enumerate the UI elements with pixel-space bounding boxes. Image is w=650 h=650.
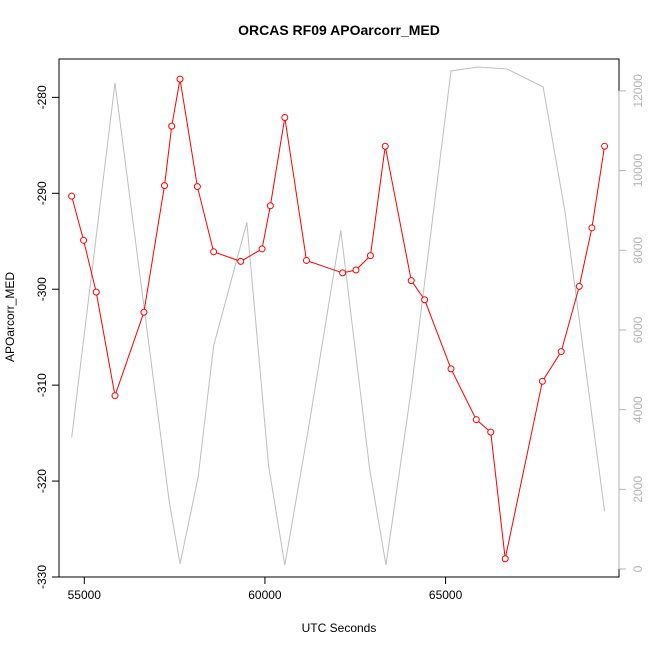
secondary-series-line: [71, 66, 606, 566]
data-point: [140, 308, 148, 316]
data-point: [160, 182, 168, 190]
y-tick-label: -330: [35, 565, 49, 589]
data-point: [168, 122, 176, 130]
data-point: [501, 555, 509, 563]
data-point: [447, 365, 455, 373]
data-point: [588, 224, 596, 232]
data-point: [258, 245, 266, 253]
x-axis: 55000 60000 65000: [68, 576, 463, 602]
data-point: [421, 296, 429, 304]
data-point: [92, 288, 100, 296]
series-layer: [68, 66, 609, 566]
x-tick-label: 60000: [248, 588, 282, 602]
plot-frame: [58, 58, 620, 578]
y-tick-label: -290: [35, 181, 49, 205]
data-point: [557, 348, 565, 356]
y-tick-label: -300: [35, 277, 49, 301]
x-tick-label: 65000: [429, 588, 463, 602]
data-point: [472, 416, 480, 424]
y-tick-label: -320: [35, 469, 49, 493]
data-point: [366, 252, 374, 260]
y2-tick-label: 0: [631, 565, 645, 572]
data-point: [487, 428, 495, 436]
y2-tick-label: 8000: [631, 237, 645, 264]
data-point: [193, 183, 201, 191]
data-point: [176, 75, 184, 83]
x-tick-label: 55000: [68, 588, 102, 602]
y2-tick-label: 12000: [631, 74, 645, 108]
chart-title: ORCAS RF09 APOarcorr_MED: [238, 22, 440, 38]
data-point: [111, 392, 119, 400]
primary-series-line: [71, 79, 606, 559]
data-point: [601, 142, 609, 150]
data-point: [302, 256, 310, 264]
y2-tick-label: 10000: [631, 154, 645, 188]
data-point: [80, 236, 88, 244]
x-axis-label: UTC Seconds: [302, 621, 377, 635]
data-point: [281, 114, 289, 122]
data-point: [352, 266, 360, 274]
y2-tick-label: 2000: [631, 476, 645, 503]
data-point: [237, 257, 245, 265]
y-axis-label: APOarcorr_MED: [3, 272, 17, 362]
y2-axis: 0 2000 4000 6000 8000 10000 12000: [618, 74, 645, 572]
data-point: [339, 269, 347, 277]
data-point: [381, 142, 389, 150]
y2-tick-label: 6000: [631, 316, 645, 343]
y-tick-label: -310: [35, 373, 49, 397]
data-point: [575, 282, 583, 290]
data-point: [210, 248, 218, 256]
data-point: [538, 377, 546, 385]
y2-tick-label: 4000: [631, 396, 645, 423]
data-point: [407, 277, 415, 285]
y-tick-label: -280: [35, 85, 49, 109]
data-point: [266, 202, 274, 210]
y-axis: -330 -320 -310 -300 -290 -280: [35, 85, 60, 589]
data-point: [68, 192, 76, 200]
